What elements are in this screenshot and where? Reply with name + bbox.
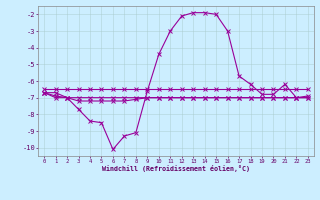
X-axis label: Windchill (Refroidissement éolien,°C): Windchill (Refroidissement éolien,°C) — [102, 165, 250, 172]
